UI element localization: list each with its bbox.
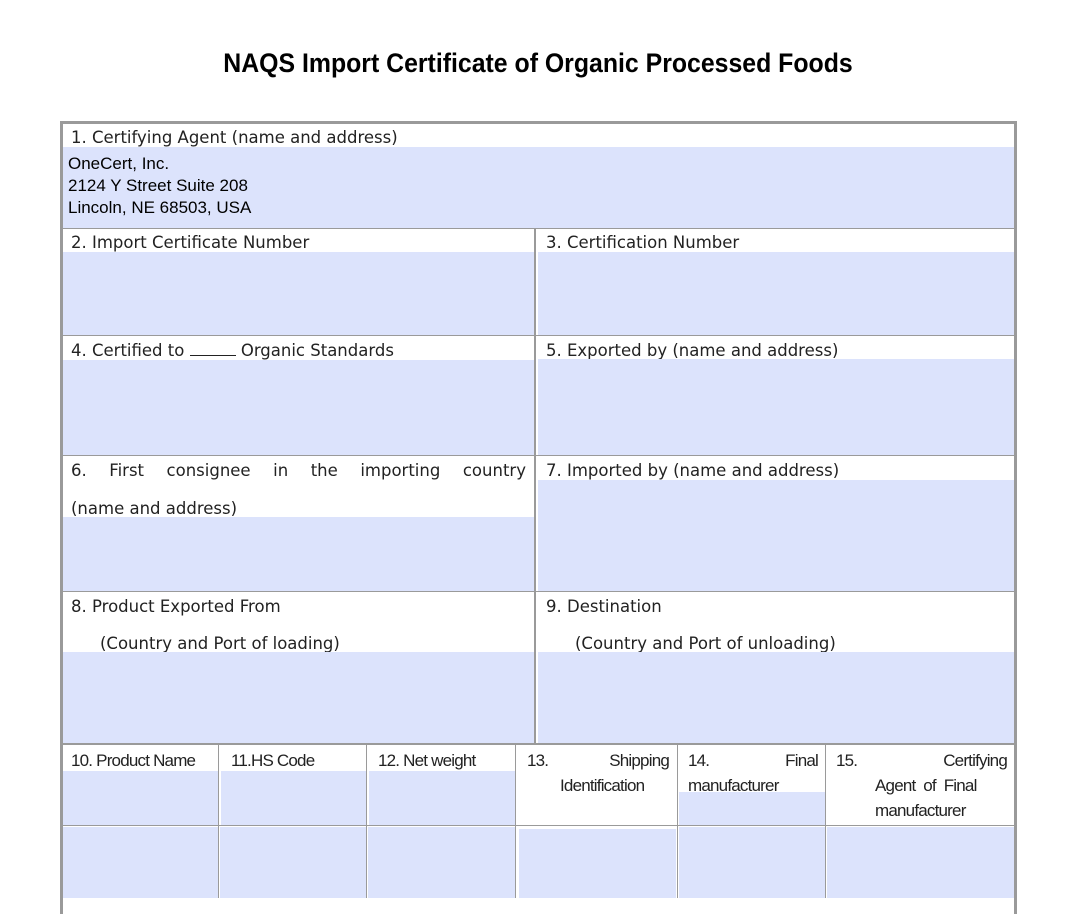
port-of-unloading-label: (Country and Port of unloading)	[575, 634, 836, 653]
agent-city: Lincoln, NE 68503, USA	[68, 198, 252, 217]
word: country	[462, 461, 526, 480]
organic-standards-text: Organic Standards	[240, 341, 394, 360]
word: the	[310, 461, 338, 480]
shipping-id-cell[interactable]	[519, 829, 676, 898]
final-manufacturer-field[interactable]	[679, 792, 825, 825]
import-certificate-number-field[interactable]	[63, 252, 534, 335]
certification-number-label: 3. Certification Number	[546, 233, 740, 252]
agent-name: OneCert, Inc.	[68, 154, 170, 173]
exported-by-field[interactable]	[538, 359, 1014, 455]
shipping-id-number: 13.	[527, 751, 549, 770]
certified-to-field[interactable]	[63, 360, 534, 455]
word: 6.	[71, 461, 87, 480]
certifying-agent-final-header-b: Agent of Final	[875, 776, 977, 795]
certifying-agent-final-header-c: manufacturer	[875, 801, 966, 820]
product-name-field[interactable]	[63, 771, 218, 825]
imported-by-label: 7. Imported by (name and address)	[546, 461, 840, 480]
word: importing	[360, 461, 441, 480]
imported-by-field[interactable]	[538, 480, 1014, 591]
certifying-agent-final-header-a: Certifying	[943, 751, 1008, 770]
shipping-id-header-b: Identification	[560, 776, 645, 795]
certification-number-field[interactable]	[538, 252, 1014, 335]
import-certificate-number-label: 2. Import Certificate Number	[71, 233, 310, 252]
final-manufacturer-header-a: Final	[785, 751, 819, 770]
first-consignee-label: 6. First consignee in the importing country	[71, 461, 526, 480]
shipping-id-header-a: Shipping	[609, 751, 670, 770]
final-manufacturer-cell[interactable]	[679, 827, 825, 898]
certificate-form	[60, 121, 1017, 914]
product-name-header: 10. Product Name	[71, 751, 196, 770]
net-weight-field[interactable]	[369, 771, 515, 825]
certifying-agent-final-number: 15.	[836, 751, 858, 770]
destination-field[interactable]	[538, 652, 1014, 743]
agent-street: 2124 Y Street Suite 208	[68, 176, 248, 195]
product-exported-from-label: 8. Product Exported From	[71, 597, 281, 616]
word: First	[109, 461, 145, 480]
certified-to-text: 4. Certified to	[71, 341, 185, 360]
hs-code-cell[interactable]	[220, 827, 366, 898]
word: consignee	[166, 461, 251, 480]
certifying-agent-label: 1. Certifying Agent (name and address)	[71, 128, 398, 147]
hs-code-field[interactable]	[221, 771, 366, 825]
first-consignee-field[interactable]	[63, 517, 534, 591]
exported-by-label: 5. Exported by (name and address)	[546, 341, 839, 360]
port-of-loading-label: (Country and Port of loading)	[100, 634, 340, 653]
blank-line	[189, 341, 236, 356]
hs-code-header: 11.HS Code	[231, 751, 315, 770]
final-manufacturer-number: 14.	[688, 751, 710, 770]
destination-label: 9. Destination	[546, 597, 662, 616]
product-name-cell[interactable]	[63, 827, 218, 898]
certifying-agent-final-cell[interactable]	[827, 827, 1014, 898]
certified-to-label: 4. Certified to Organic Standards	[71, 341, 394, 360]
net-weight-cell[interactable]	[368, 827, 515, 898]
certifying-agent-field[interactable]: OneCert, Inc. 2124 Y Street Suite 208 Li…	[63, 147, 1014, 228]
net-weight-header: 12. Net weight	[378, 751, 476, 770]
final-manufacturer-header-b: manufacturer	[688, 776, 779, 795]
product-exported-from-field[interactable]	[63, 652, 534, 743]
first-consignee-sublabel: (name and address)	[71, 499, 238, 518]
word: in	[273, 461, 289, 480]
page-title: NAQS Import Certificate of Organic Proce…	[223, 48, 853, 78]
